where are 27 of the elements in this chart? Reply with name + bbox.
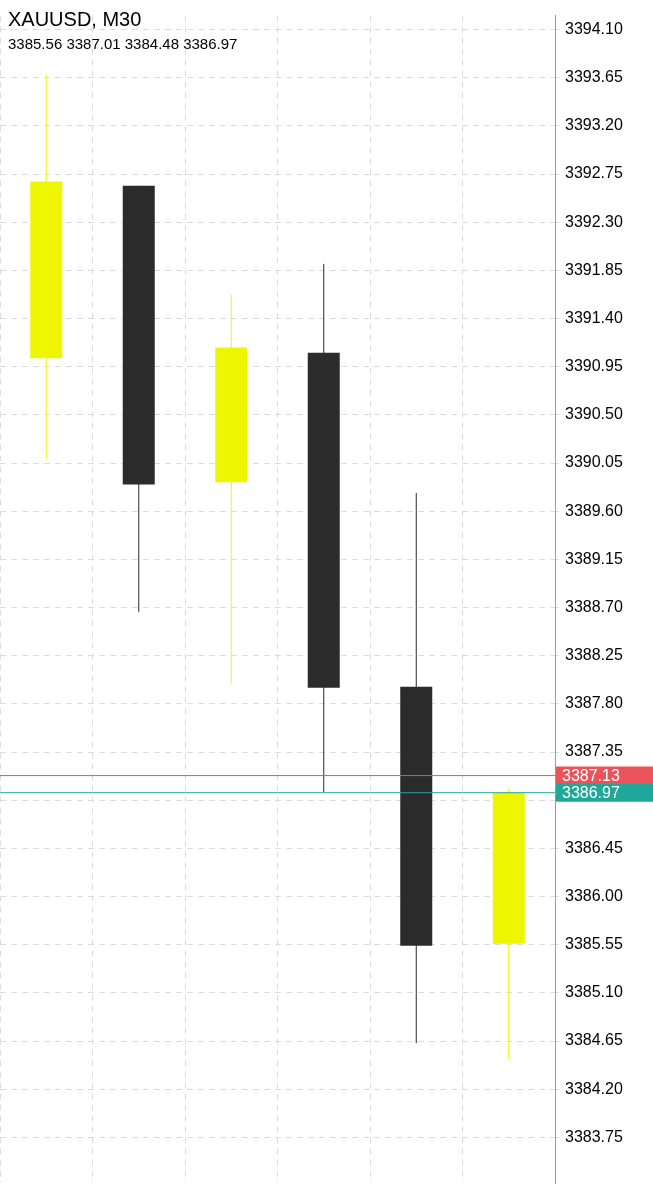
y-tick-label: 3389.60 xyxy=(565,501,623,519)
y-tick-label: 3392.30 xyxy=(565,212,623,230)
y-tick-label: 3384.20 xyxy=(565,1079,623,1097)
chart-title: XAUUSD, M30 xyxy=(8,7,142,30)
y-tick-label: 3391.85 xyxy=(565,260,623,278)
text: 3385.56 3387.01 3384.48 3386.97 xyxy=(8,34,238,52)
y-tick-label: 3384.65 xyxy=(565,1031,623,1049)
y-tick-label: 3390.50 xyxy=(565,405,623,423)
y-tick-label: 3391.40 xyxy=(565,308,623,326)
y-tick-label: 3383.75 xyxy=(565,1127,623,1145)
y-tick-label: 3390.05 xyxy=(565,453,623,471)
y-tick-label: 3393.65 xyxy=(565,68,623,86)
y-tick-label: 3385.55 xyxy=(565,935,623,953)
ref-line-label: 3387.13 xyxy=(562,766,620,784)
y-tick-label: 3389.15 xyxy=(565,549,623,567)
y-tick-label: 3387.35 xyxy=(565,742,623,760)
ref-line-label: 3386.97 xyxy=(562,784,620,802)
y-tick-label: 3390.95 xyxy=(565,357,623,375)
y-tick-label: 3393.20 xyxy=(565,116,623,134)
y-tick-label: 3386.00 xyxy=(565,886,623,904)
y-tick-label: 3385.10 xyxy=(565,983,623,1001)
y-tick-label: 3387.80 xyxy=(565,694,623,712)
y-tick-label: 3388.25 xyxy=(565,646,623,664)
y-tick-label: 3388.70 xyxy=(565,597,623,615)
y-tick-label: 3394.10 xyxy=(565,19,623,37)
y-tick-label: 3386.45 xyxy=(565,838,623,856)
y-tick-label: 3392.75 xyxy=(565,164,623,182)
